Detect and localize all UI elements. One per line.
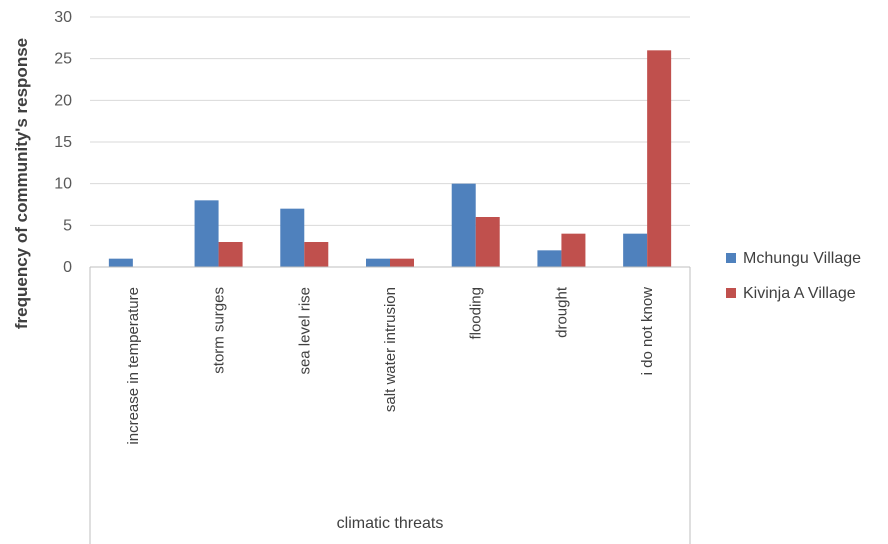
y-tick-label: 25: [54, 51, 72, 68]
bars: [108, 50, 672, 268]
x-category-label: sea level rise: [296, 287, 313, 375]
bar-kivinja-a-village: [218, 242, 243, 267]
y-tick-label: 0: [63, 259, 72, 276]
bar-kivinja-a-village: [390, 258, 414, 267]
y-tick-label: 10: [54, 176, 72, 193]
bar-mchungu-village: [623, 233, 648, 267]
bar-kivinja-a-village: [475, 217, 500, 267]
bar-kivinja-a-village: [647, 50, 672, 268]
y-tick-label: 5: [63, 217, 72, 234]
legend-label: Mchungu Village: [743, 250, 861, 267]
gridlines: [90, 16, 690, 268]
y-tick-label: 30: [54, 9, 72, 26]
x-axis-title: climatic threats: [337, 515, 444, 532]
bar-mchungu-village: [280, 208, 305, 267]
bar-kivinja-a-village: [304, 242, 329, 267]
x-category-label: flooding: [468, 287, 485, 340]
legend: Mchungu Village Kivinja A Village: [726, 250, 861, 302]
x-category-label: i do not know: [639, 287, 656, 376]
legend-swatch: [726, 253, 736, 263]
legend-label: Kivinja A Village: [743, 285, 856, 302]
y-axis-title: frequency of community's response: [12, 38, 31, 329]
x-category-label: salt water intrusion: [382, 287, 399, 412]
bar-mchungu-village: [537, 250, 562, 267]
y-tick-label: 15: [54, 134, 72, 151]
x-category-label: storm surges: [211, 287, 228, 374]
bar-mchungu-village: [194, 200, 219, 267]
x-category-label: increase in temperature: [125, 287, 142, 445]
bar-kivinja-a-village: [561, 233, 586, 267]
y-tick-label: 20: [54, 92, 72, 109]
x-axis-categories: increase in temperature storm surges sea l…: [125, 286, 656, 444]
bar-mchungu-village: [366, 258, 390, 267]
y-axis-ticks: 0 5 10 15 20 25 30: [54, 9, 72, 276]
legend-swatch: [726, 288, 736, 298]
bar-mchungu-village: [108, 258, 133, 267]
x-category-label: drought: [553, 286, 570, 338]
bar-mchungu-village: [451, 183, 476, 267]
